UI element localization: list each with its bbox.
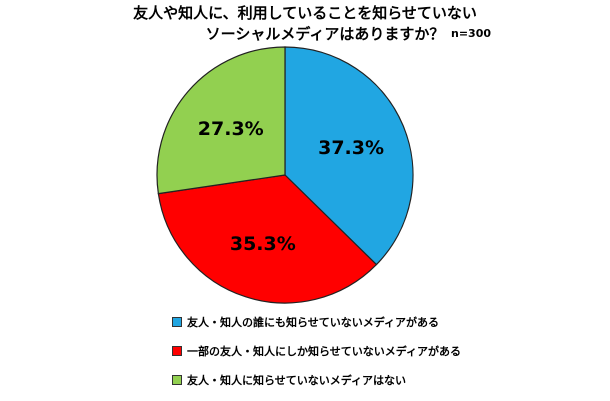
slice-value-label-1: 37.3% — [318, 137, 384, 159]
legend-label: 一部の友人・知人にしか知らせていないメディアがある — [187, 345, 462, 358]
legend-label: 友人・知人の誰にも知らせていないメディアがある — [187, 316, 440, 329]
sample-size-note: n=300 — [451, 27, 492, 40]
legend-swatch — [172, 346, 182, 356]
slice-value-label-3: 27.3% — [198, 118, 264, 140]
legend-item-2: 一部の友人・知人にしか知らせていないメディアがある — [172, 343, 461, 359]
pie-slice-1 — [284, 46, 414, 266]
legend-label: 友人・知人に知らせていないメディアはない — [187, 374, 407, 387]
chart-title: 友人や知人に、利用していることを知らせていない ソーシャルメディアはありますか？ — [0, 3, 610, 45]
chart-title-line2: ソーシャルメディアはありますか？ — [205, 25, 445, 43]
legend-swatch — [172, 317, 182, 327]
pie-chart: 37.3% 35.3% 27.3% — [156, 46, 414, 304]
pie-slice-2 — [157, 174, 378, 304]
legend: 友人・知人の誰にも知らせていないメディアがある一部の友人・知人にしか知らせていな… — [172, 314, 461, 401]
chart-title-line1: 友人や知人に、利用していることを知らせていない — [133, 4, 477, 22]
pie-slice-3 — [156, 46, 286, 195]
legend-item-1: 友人・知人の誰にも知らせていないメディアがある — [172, 314, 461, 330]
legend-item-3: 友人・知人に知らせていないメディアはない — [172, 372, 461, 388]
legend-swatch — [172, 375, 182, 385]
slice-value-label-2: 35.3% — [230, 233, 296, 255]
